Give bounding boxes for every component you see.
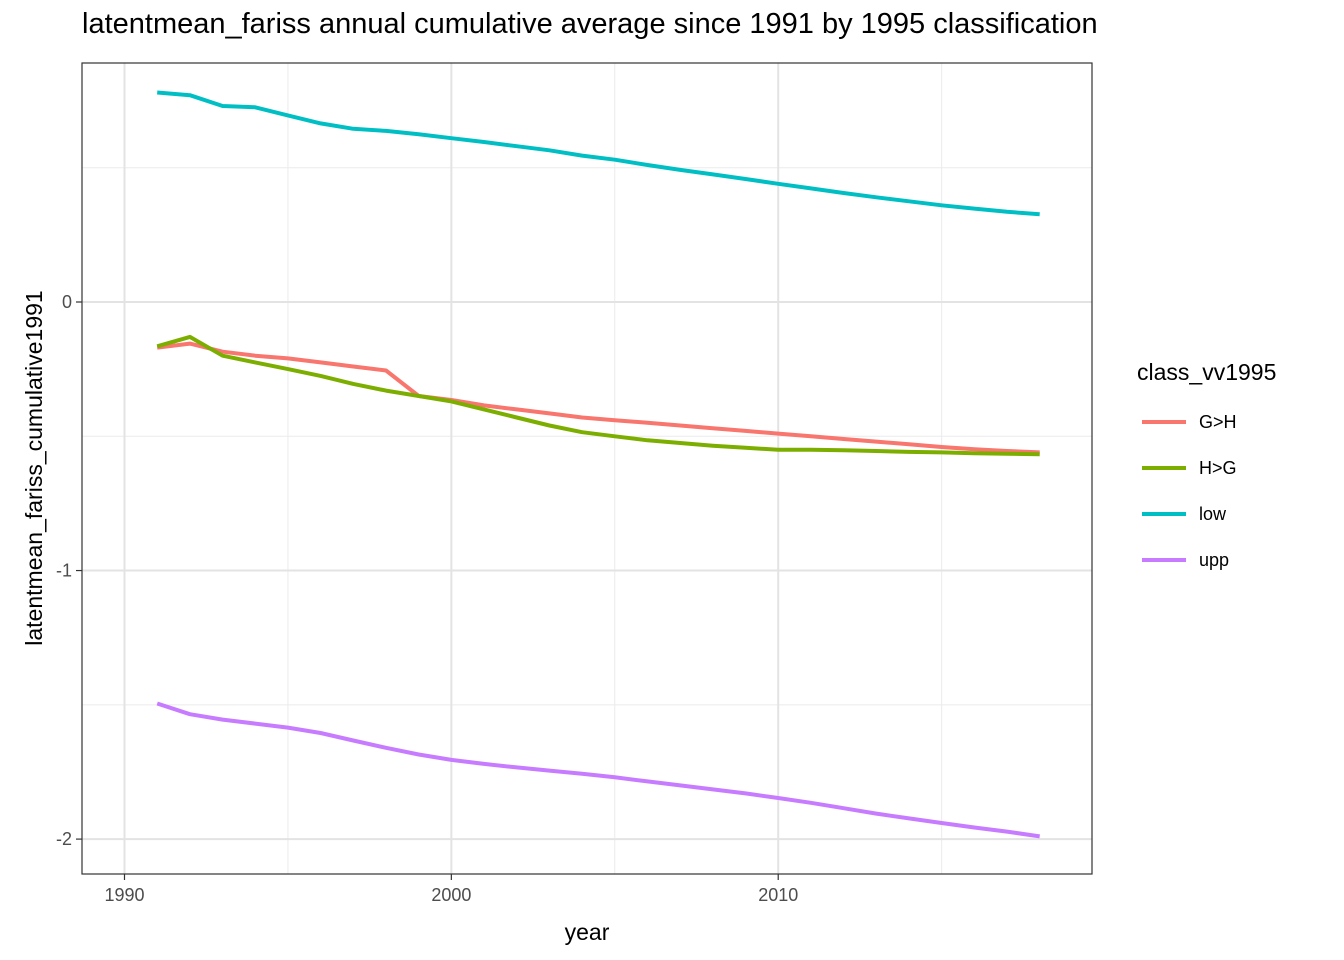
- y-tick-label: -2: [56, 829, 72, 849]
- series-line-low: [157, 90, 1040, 217]
- x-axis-ticks: 1990 2000 2010: [104, 874, 798, 905]
- y-tick-label: -1: [56, 561, 72, 581]
- major-gridlines: [82, 63, 1092, 874]
- legend: class_vv1995 G>H H>G low upp: [1137, 359, 1276, 570]
- x-tick-label: 2010: [758, 885, 798, 905]
- legend-label: low: [1199, 504, 1227, 524]
- series-line-gh: [156, 341, 1040, 455]
- x-axis-title: year: [565, 919, 610, 945]
- y-axis-title: latentmean_fariss_cumulative1991: [21, 290, 47, 645]
- x-tick-label: 2000: [431, 885, 471, 905]
- x-tick-label: 1990: [104, 885, 144, 905]
- series-line-upp: [156, 701, 1040, 839]
- y-tick-label: 0: [62, 292, 72, 312]
- series-line-hg: [156, 334, 1040, 457]
- legend-label: H>G: [1199, 458, 1237, 478]
- legend-label: G>H: [1199, 412, 1237, 432]
- series-lines: [156, 90, 1040, 839]
- legend-label: upp: [1199, 550, 1229, 570]
- y-axis-ticks: -2 -1 0: [56, 292, 82, 849]
- plot-panel-border: [81, 62, 1093, 875]
- legend-title: class_vv1995: [1137, 359, 1276, 385]
- minor-gridlines: [82, 63, 1092, 874]
- chart-title: latentmean_fariss annual cumulative aver…: [82, 8, 1098, 40]
